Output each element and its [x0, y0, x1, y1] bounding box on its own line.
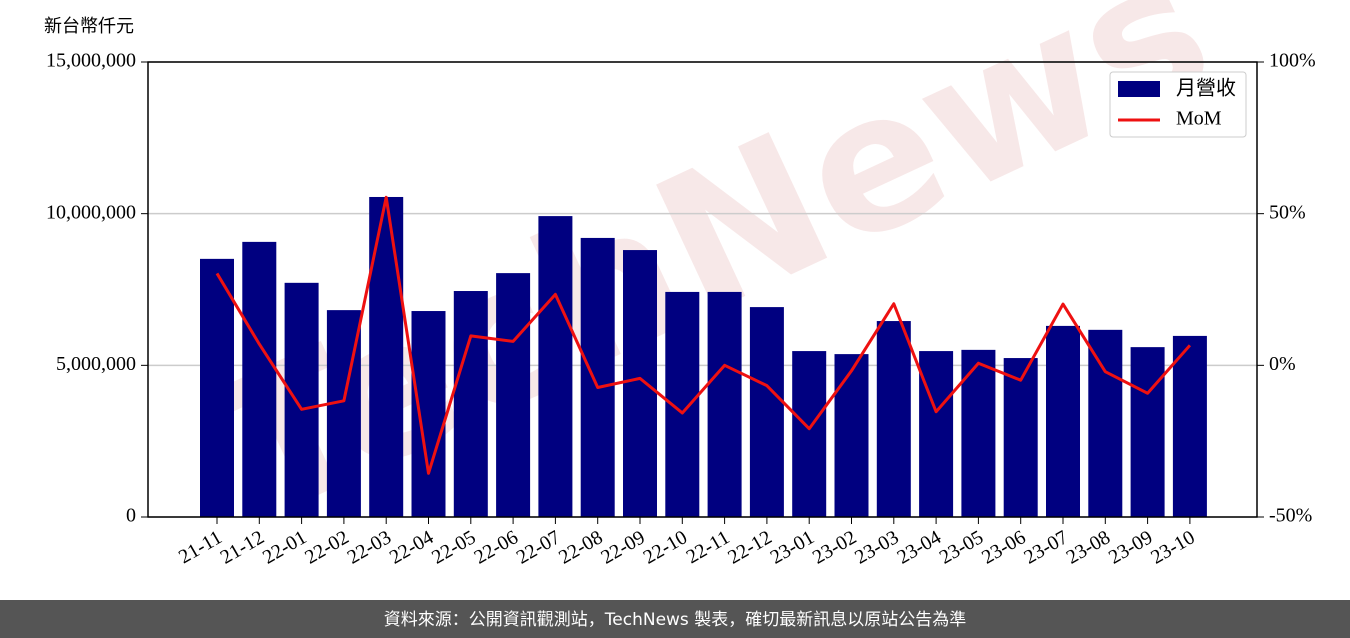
bar — [1003, 358, 1038, 517]
bar — [876, 321, 911, 517]
x-tick-label: 22-03 — [344, 526, 395, 568]
bar — [496, 273, 531, 517]
y-tick-label: 15,000,000 — [46, 50, 136, 72]
bar — [1088, 329, 1123, 517]
x-tick-label: 22-05 — [428, 526, 479, 568]
bar — [580, 237, 615, 517]
bar — [242, 241, 277, 518]
x-tick-label: 23-09 — [1105, 526, 1156, 568]
bar — [792, 351, 827, 517]
y2-tick-label: 0% — [1269, 353, 1296, 375]
mom-line — [215, 195, 1192, 475]
x-tick-label: 23-03 — [851, 526, 902, 568]
legend-label: MoM — [1176, 108, 1222, 130]
x-tick-label: 23-02 — [809, 526, 860, 568]
y2-tick-label: 50% — [1269, 201, 1306, 223]
bar — [623, 250, 657, 518]
x-tick-label: 23-05 — [936, 526, 987, 568]
bar — [369, 196, 404, 517]
bar — [284, 282, 319, 517]
footer-text: 資料來源：公開資訊觀測站，TechNews 製表，確切最新訊息以原站公告為準 — [384, 610, 966, 630]
x-tick-label: 21-11 — [175, 526, 226, 568]
bar — [834, 354, 869, 517]
y2-tick-label: -50% — [1269, 505, 1312, 527]
legend-swatch — [1118, 81, 1160, 97]
bar — [707, 291, 742, 517]
bar — [453, 291, 488, 517]
x-tick-label: 23-04 — [893, 526, 944, 568]
x-tick-label: 23-01 — [767, 526, 818, 568]
bar — [200, 258, 234, 517]
x-tick-label: 22-08 — [555, 526, 606, 568]
bar — [1130, 347, 1165, 517]
y-tick-label: 10,000,000 — [46, 201, 136, 223]
bar — [919, 351, 954, 517]
x-tick-label: 23-07 — [1020, 526, 1071, 568]
x-tick-label: 22-10 — [640, 526, 691, 568]
x-tick-label: 22-11 — [683, 526, 734, 568]
x-tick-label: 22-07 — [513, 526, 564, 568]
x-tick-label: 23-06 — [978, 526, 1029, 568]
bar — [411, 311, 446, 517]
footer-bar — [0, 600, 1350, 638]
x-tick-label: 22-12 — [724, 526, 775, 568]
x-tick-label: 22-06 — [470, 526, 521, 568]
y2-tick-label: 100% — [1269, 50, 1316, 72]
plot-frame — [147, 61, 1258, 518]
x-tick-label: 22-04 — [386, 526, 437, 568]
x-tick-label: 21-12 — [217, 526, 268, 568]
x-tick-label: 22-09 — [597, 526, 648, 568]
bar — [538, 216, 573, 518]
x-tick-label: 23-08 — [1063, 526, 1114, 568]
bar — [1172, 335, 1207, 517]
legend-label: 月營收 — [1176, 76, 1236, 100]
y-tick-label: 5,000,000 — [56, 353, 136, 375]
y-tick-label: 0 — [126, 505, 136, 527]
bar — [749, 307, 784, 517]
bar — [1046, 325, 1080, 517]
x-tick-label: 23-10 — [1147, 526, 1198, 568]
y-axis-label: 新台幣仟元 — [44, 16, 134, 37]
